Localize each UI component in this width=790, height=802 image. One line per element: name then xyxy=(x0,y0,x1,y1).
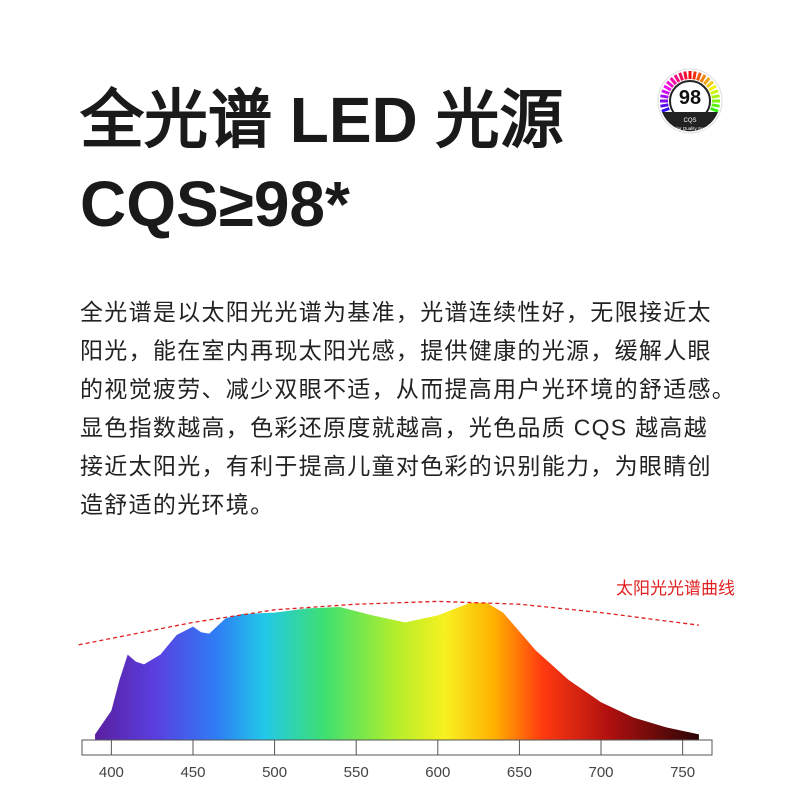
x-tick-label: 450 xyxy=(180,764,205,781)
badge-tick xyxy=(661,89,670,95)
x-tick-label: 500 xyxy=(262,764,287,781)
x-axis-bar xyxy=(81,739,713,756)
badge-tick xyxy=(710,107,719,113)
badge-name: CQS xyxy=(683,118,696,124)
legend-label: 太阳光光谱曲线 xyxy=(616,579,735,598)
badge-tick xyxy=(708,84,717,92)
badge-tick xyxy=(660,94,669,99)
paragraph-line: 全光谱是以太阳光光谱为基准，光谱连续性好，无限接近太 xyxy=(80,299,712,325)
badge-tick xyxy=(699,74,707,83)
paragraph-line: 接近太阳光，有利于提高儿童对色彩的识别能力，为眼睛创 xyxy=(80,453,712,479)
badge-tick xyxy=(678,72,684,81)
title-line: CQS≥98* xyxy=(80,168,350,240)
badge-tick xyxy=(702,77,711,86)
badge-tick xyxy=(673,74,681,83)
badge-tick xyxy=(669,77,678,86)
badge-tick xyxy=(710,89,719,95)
badge-tick xyxy=(683,71,688,80)
badge-tick xyxy=(696,72,702,81)
badge-base xyxy=(662,112,718,132)
paragraph: 全光谱是以太阳光光谱为基准，光谱连续性好，无限接近太阳光，能在室内再现太阳光感，… xyxy=(80,299,736,518)
badge-tick xyxy=(705,80,714,89)
badge-tick xyxy=(666,80,675,89)
x-tick-label: 550 xyxy=(344,764,369,781)
paragraph-line: 造舒适的光环境。 xyxy=(80,492,274,518)
spectrum-chart: 太阳光光谱曲线 400 450 500 550 600 650 700 750 xyxy=(78,579,735,781)
badge-caption: Color Quality Scale xyxy=(671,126,710,131)
badge-tick xyxy=(711,94,720,99)
badge-tick xyxy=(661,107,670,113)
badge-tick xyxy=(663,84,672,92)
badge-tick xyxy=(660,103,669,108)
badge-tick xyxy=(711,103,720,108)
badge-tick xyxy=(692,71,697,80)
cqs-badge: 98 CQS Color Quality Scale xyxy=(657,68,723,134)
x-tick-label: 400 xyxy=(99,764,124,781)
sunlight-curve xyxy=(78,600,700,646)
x-tick-label: 650 xyxy=(507,764,532,781)
paragraph-line: 显色指数越高，色彩还原度就越高，光色品质 CQS 越高越 xyxy=(80,415,708,441)
badge-value: 98 xyxy=(679,87,701,109)
x-tick-label: 700 xyxy=(588,764,613,781)
spectrum-area xyxy=(95,602,699,740)
paragraph-line: 阳光，能在室内再现太阳光感，提供健康的光源，缓解人眼 xyxy=(80,338,712,364)
x-tick-label: 600 xyxy=(425,764,450,781)
x-tick-label: 750 xyxy=(670,764,695,781)
title-line: 全光谱 LED 光源 xyxy=(79,84,564,156)
paragraph-line: 的视觉疲劳、减少双眼不适，从而提高用户光环境的舒适感。 xyxy=(80,376,736,402)
